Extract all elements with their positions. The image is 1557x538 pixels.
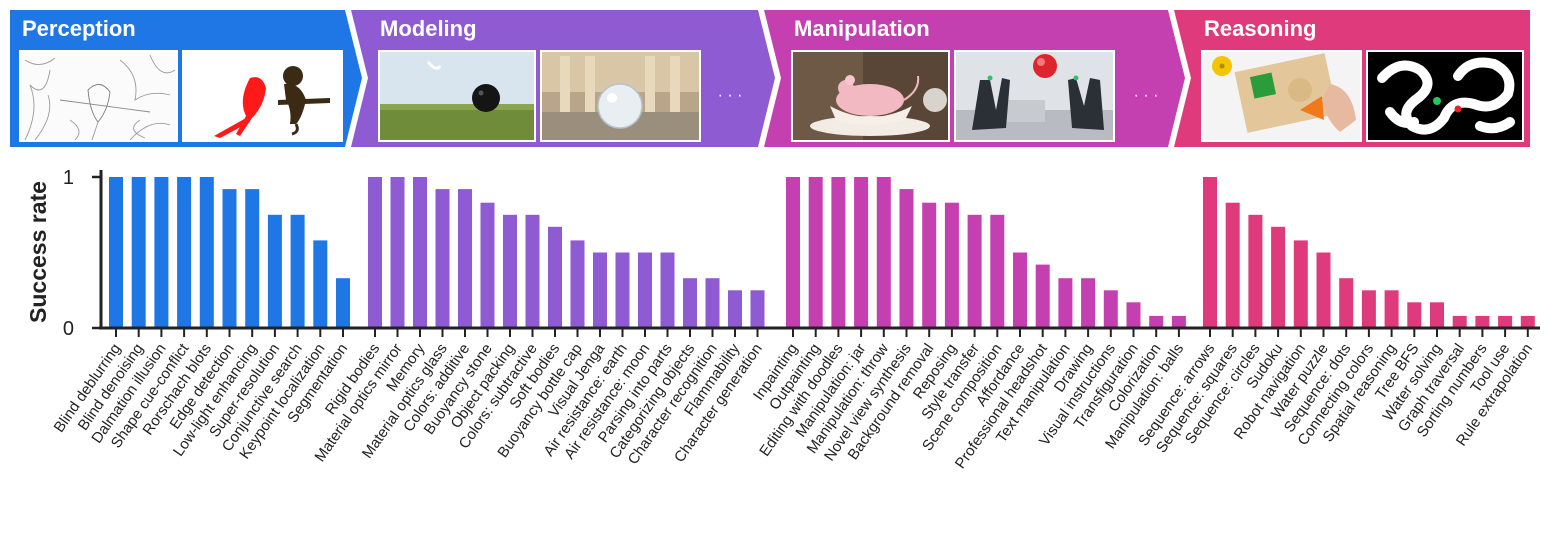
- bar: [1361, 290, 1376, 329]
- bar: [503, 214, 517, 329]
- banner-title-perception: Perception: [22, 16, 136, 41]
- bar: [750, 290, 765, 329]
- bar: [413, 177, 427, 328]
- thumbnail-glass-sphere-hall: [540, 50, 701, 142]
- bar: [570, 240, 585, 328]
- bar: [1498, 315, 1513, 328]
- thumbnail-robot-hands: [954, 50, 1115, 142]
- bar: [1293, 240, 1308, 328]
- bar: [177, 177, 192, 328]
- banner-title-manipulation: Manipulation: [794, 16, 930, 41]
- bar: [1520, 315, 1535, 328]
- bar: [1384, 290, 1399, 329]
- y-tick-label: 0: [63, 318, 74, 340]
- bar: [1171, 315, 1186, 328]
- bar: [944, 202, 959, 328]
- thumbnail-maze: [1366, 50, 1524, 142]
- bar: [705, 278, 720, 328]
- bar: [808, 177, 823, 328]
- bar: [1103, 290, 1118, 329]
- bar: [1430, 302, 1444, 328]
- bar: [831, 177, 846, 328]
- bar: [786, 177, 800, 328]
- bar: [876, 177, 891, 328]
- bar: [245, 189, 260, 328]
- bar: [458, 189, 472, 328]
- bar: [728, 290, 742, 329]
- bar: [922, 202, 937, 328]
- bar: [1452, 315, 1467, 328]
- bar: [1475, 315, 1490, 328]
- bar: [593, 252, 607, 328]
- bar: [1271, 226, 1286, 328]
- bar: [1081, 278, 1096, 328]
- thumbnail-mouse-in-teacup: [791, 50, 950, 142]
- bar: [1203, 177, 1217, 328]
- bar: [1126, 302, 1141, 328]
- bar: [435, 189, 450, 328]
- bar: [854, 177, 869, 328]
- banner-title-reasoning: Reasoning: [1204, 16, 1316, 41]
- bar: [154, 177, 169, 328]
- bar: [131, 177, 146, 328]
- bar: [638, 252, 652, 328]
- bar: [199, 177, 214, 328]
- bar: [967, 214, 982, 329]
- bar: [899, 189, 914, 328]
- bar: [290, 214, 305, 329]
- bar: [525, 214, 540, 329]
- thumbnail-line-art-parrot: [19, 50, 178, 142]
- bar: [990, 214, 1005, 329]
- bar: [660, 252, 675, 328]
- bar: [267, 214, 282, 329]
- more-ellipsis-manipulation: · · ·: [1134, 87, 1159, 104]
- banner-title-modeling: Modeling: [380, 16, 477, 41]
- bar: [1407, 302, 1422, 328]
- bar: [548, 226, 562, 328]
- bar: [1225, 202, 1240, 328]
- bar: [1035, 264, 1050, 328]
- bar: [480, 202, 495, 328]
- bar: [1058, 278, 1073, 328]
- thumbnail-shape-puzzle-board: [1201, 50, 1362, 142]
- bar: [336, 278, 350, 328]
- bar: [1013, 252, 1027, 328]
- bar: [222, 189, 237, 328]
- bar: [368, 177, 382, 328]
- bar: [1339, 278, 1354, 328]
- y-tick-label: 1: [63, 167, 74, 189]
- bar: [1149, 315, 1164, 328]
- bar: [615, 252, 630, 328]
- bar: [109, 177, 123, 328]
- bar: [1248, 214, 1263, 329]
- bar: [683, 278, 697, 328]
- bar: [390, 177, 405, 328]
- bar: [313, 240, 328, 328]
- thumbnail-bowling-ball-field: [378, 50, 536, 142]
- bar: [1316, 252, 1331, 328]
- thumbnail-silhouette-parrot-monkey: [182, 50, 343, 142]
- more-ellipsis-modeling: · · ·: [718, 87, 743, 104]
- y-axis-label: Success rate: [25, 181, 51, 323]
